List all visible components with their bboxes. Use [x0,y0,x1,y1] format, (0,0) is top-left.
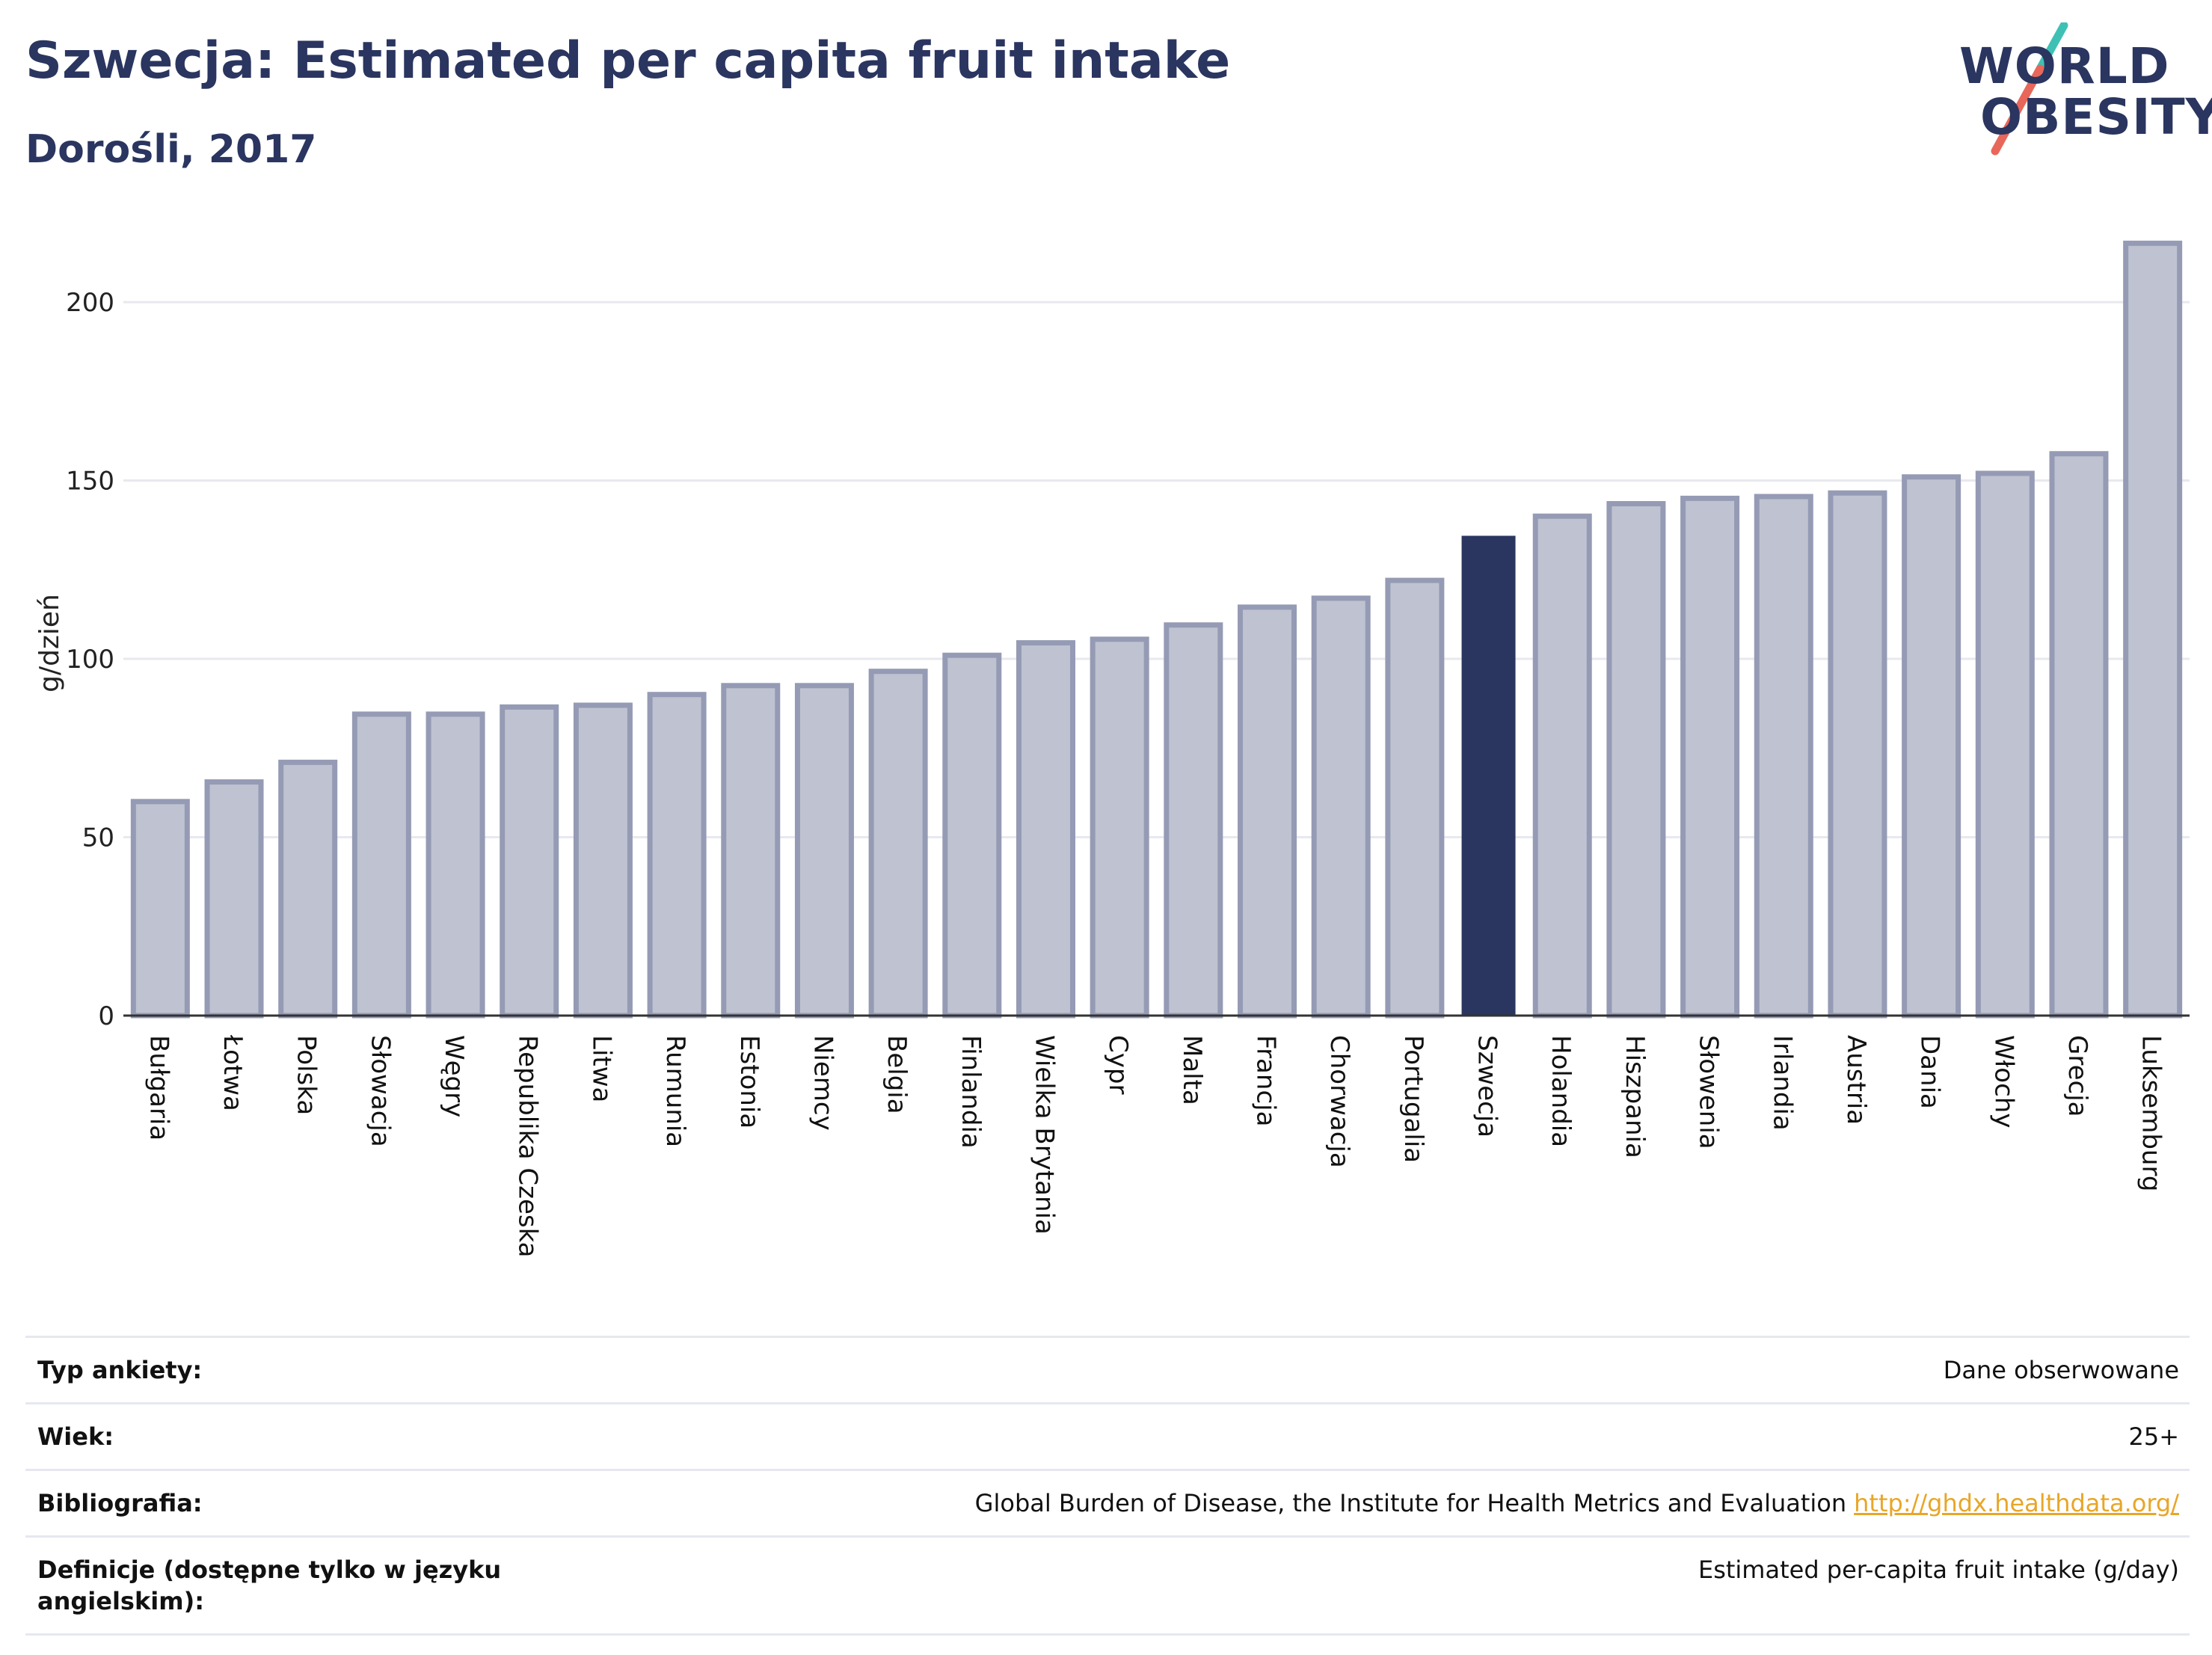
bar [1606,501,1666,1019]
info-label: Typ ankiety: [37,1356,203,1384]
y-tick-label: 200 [66,288,114,318]
bibliography-text: Global Burden of Disease, the Institute … [974,1489,1847,1517]
x-tick-label: Niemcy [808,1035,838,1131]
x-tick-label: Litwa [586,1035,616,1102]
x-tick-label: Holandia [1546,1035,1576,1147]
bar [1090,636,1149,1019]
bar [647,692,707,1019]
x-tick-label: Malta [1177,1035,1207,1105]
bar [1461,535,1516,1016]
info-row-age: Wiek: 25+ [25,1403,2190,1470]
bar [573,702,633,1019]
chart-subtitle: Dorośli, 2017 [25,127,317,172]
info-row-survey-type: Typ ankiety: Dane obserwowane [25,1336,2190,1404]
bar [2049,451,2109,1019]
x-tick-label: Hiszpania [1620,1035,1650,1158]
bar [1532,513,1592,1019]
chart-title: Szwecja: Estimated per capita fruit inta… [25,31,1231,90]
x-tick-label: Finlandia [956,1035,986,1149]
bar [1754,494,1813,1019]
world-obesity-logo: WORLD OBESITY [1937,22,2212,165]
x-tick-label: Francja [1251,1035,1281,1126]
x-tick-label: Węgry [439,1035,469,1117]
bar [1828,490,1887,1019]
bar [351,711,411,1019]
x-tick-label: Szwecja [1472,1035,1502,1137]
x-tick-label: Estonia [734,1035,764,1129]
x-tick-label: Luksemburg [2136,1035,2166,1191]
y-tick-label: 100 [66,645,114,675]
bar [425,711,485,1019]
x-tick-label: Grecja [2062,1035,2092,1117]
x-tick-label: Irlandia [1767,1035,1797,1131]
info-table: Typ ankiety: Dane obserwowane Wiek: 25+ … [25,1336,2190,1636]
x-tick-label: Włochy [1988,1035,2018,1128]
bar [1016,640,1075,1019]
x-tick-label: Portugalia [1398,1035,1428,1163]
y-tick-label: 150 [66,467,114,497]
bar [942,652,1002,1019]
info-label: Wiek: [37,1422,114,1451]
info-label: Definicje (dostępne tylko w języku angie… [37,1556,502,1615]
bar [204,779,264,1019]
x-tick-label: Chorwacja [1324,1035,1354,1168]
bar [721,683,781,1019]
bibliography-link[interactable]: http://ghdx.healthdata.org/ [1854,1489,2179,1517]
y-axis-label: g/dzień [34,594,65,693]
x-tick-label: Republika Czeska [513,1035,543,1258]
x-tick-label: Dania [1915,1035,1945,1109]
x-tick-label: Słowenia [1694,1035,1724,1149]
info-value: Estimated per-capita fruit intake (g/day… [1698,1556,2179,1584]
x-tick-label: Polska [292,1035,322,1115]
x-tick-label: Bułgaria [144,1035,173,1140]
bar [278,759,338,1019]
info-row-definitions: Definicje (dostępne tylko w języku angie… [25,1536,2190,1635]
bar [1680,495,1740,1019]
bar [868,669,928,1019]
logo-word-obesity: OBESITY [1980,88,2212,146]
info-value-bibliography: Global Burden of Disease, the Institute … [528,1470,2190,1537]
x-tick-label: Słowacja [365,1035,395,1147]
x-tick-label: Belgia [882,1035,912,1114]
bar [1385,577,1445,1019]
bar [794,683,854,1019]
logo-word-world: WORLD [1959,37,2170,95]
bar [1902,474,1961,1019]
y-tick-label: 0 [98,1001,114,1031]
bar [1164,622,1223,1019]
info-row-bibliography: Bibliografia: Global Burden of Disease, … [25,1470,2190,1537]
bar [1311,595,1371,1019]
x-tick-label: Rumunia [660,1035,690,1147]
bar-chart: 0 50 100 150 200 g/dzień Bułgaria Łotwa Polska Sł… [34,240,2190,1258]
bar [1238,604,1297,1019]
x-tick-label: Austria [1841,1035,1871,1125]
x-tick-label: Cypr [1103,1035,1133,1094]
bar [1975,470,2035,1019]
bar [500,704,559,1019]
y-tick-label: 50 [82,823,114,853]
logo-slash-icon [1991,22,2068,156]
info-value: Dane obserwowane [1943,1356,2179,1384]
bar [2123,240,2183,1019]
x-tick-label: Łotwa [218,1034,248,1111]
info-label: Bibliografia: [37,1489,203,1517]
bar [130,799,190,1019]
x-tick-label: Wielka Brytania [1029,1035,1059,1235]
info-value: 25+ [2128,1422,2179,1451]
